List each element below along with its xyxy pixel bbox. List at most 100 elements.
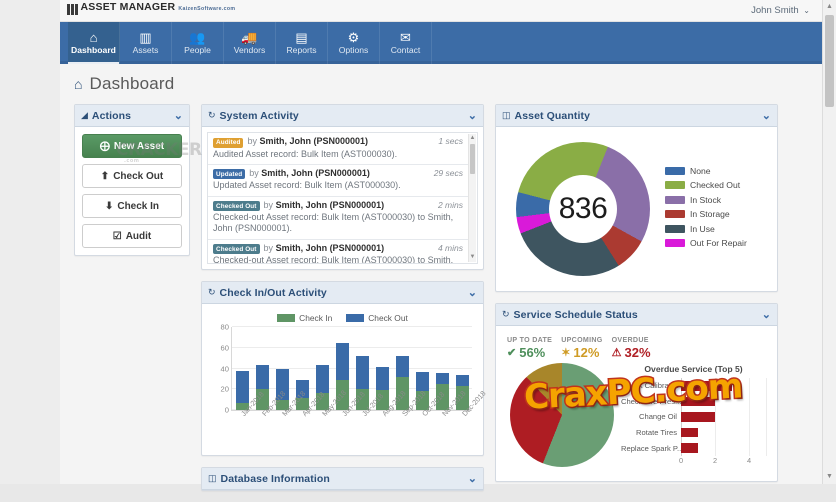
scroll-up-arrow[interactable]: ▲ (826, 3, 833, 10)
list-item[interactable]: Checked Out by Smith, John (PSN000001) 4… (208, 240, 468, 263)
bar-segment-check-out (355, 356, 369, 390)
panel-header[interactable]: ↻ System Activity ⌄ (202, 105, 483, 127)
legend-swatch (665, 181, 685, 189)
donut-center: 836 (549, 175, 617, 243)
bar (295, 327, 309, 410)
gridline: 80 (221, 323, 472, 332)
panel-header[interactable]: ◢ Actions ⌄ (75, 105, 189, 127)
status-badge: Updated (213, 169, 246, 180)
chevron-down-icon[interactable]: ⌄ (467, 110, 477, 122)
new-asset-button[interactable]: ⨁ New Asset (82, 134, 182, 158)
list-item[interactable]: Updated by Smith, John (PSN000001) 29 se… (208, 165, 468, 197)
button-label: Check Out (113, 170, 164, 182)
list-item[interactable]: Audited by Smith, John (PSN000001) 1 sec… (208, 133, 468, 165)
button-label: Audit (125, 230, 152, 242)
scrollbar-thumb[interactable] (825, 15, 834, 107)
bar-segment-check-out (295, 379, 309, 398)
panel-body: 836 None Checked Out In Stock In Storage In … (496, 127, 777, 291)
chevron-down-icon[interactable]: ⌄ (761, 110, 771, 122)
nav-item-vendors[interactable]: 🚚 Vendors (224, 22, 276, 64)
legend-item: In Storage (665, 209, 770, 219)
panel-asset-quantity: ◫ Asset Quantity ⌄ 836 (495, 104, 778, 292)
legend-label: Check Out (368, 313, 408, 323)
x-tick-label: 2 (712, 456, 718, 465)
chevron-down-icon[interactable]: ⌄ (761, 309, 771, 321)
chart-x-axis-labels: Jan-2018 Feb-2018 Mar-2018 Apr-2018 May-2018… (231, 388, 487, 447)
app-window: ASSET MANAGER KaizenSoftware.com John Sm… (60, 0, 822, 491)
gridline: 60 (221, 343, 472, 352)
chevron-down-icon[interactable]: ⌄ (467, 473, 477, 485)
panel-header[interactable]: ◫ Asset Quantity ⌄ (496, 105, 777, 127)
legend-label: In Use (690, 223, 715, 234)
nav-item-contact[interactable]: ✉ Contact (380, 22, 432, 64)
audit-button[interactable]: ☑ Audit (82, 224, 182, 248)
scroll-down-arrow[interactable]: ▼ (826, 473, 833, 480)
chevron-down-icon[interactable]: ⌄ (467, 287, 477, 299)
plus-circle-icon: ⨁ (99, 140, 110, 152)
nav-item-people[interactable]: 👥 People (172, 22, 224, 64)
gridline: 40 (221, 364, 472, 373)
bar-category-label: Rotate Tires (636, 428, 677, 438)
legend-swatch (665, 195, 685, 204)
chevron-down-icon: ⌄ (803, 6, 810, 15)
history-icon: ↻ (208, 110, 216, 120)
brand-subtitle: KaizenSoftware.com (178, 6, 236, 12)
bar-segment-check-in (335, 379, 349, 410)
bar (681, 381, 732, 391)
bar-segment-check-in (295, 397, 309, 410)
bar-segment-check-out (375, 367, 389, 391)
activity-list[interactable]: Audited by Smith, John (PSN000001) 1 sec… (207, 132, 478, 264)
y-tick-label: 80 (220, 322, 229, 332)
panel-title: Actions (91, 109, 132, 122)
panel-title: Service Schedule Status (513, 308, 638, 321)
check-in-icon: ⬇ (104, 200, 114, 212)
bar (681, 396, 715, 407)
bar (375, 327, 389, 410)
scroll-up-arrow[interactable]: ▲ (469, 135, 476, 141)
check-out-icon: ⬆ (100, 170, 110, 182)
bars-logo-icon (67, 4, 78, 15)
panel-body: UP TO DATE ✔ 56% UPCOMING ✶ 12% OVERDUE (496, 326, 777, 481)
nav-label: Reports (286, 45, 317, 55)
activity-scrollbar[interactable]: ▲ ▼ (468, 134, 476, 262)
legend-swatch (665, 210, 685, 218)
bar (681, 443, 698, 453)
panel-header[interactable]: ◫ Database Information ⌄ (202, 468, 483, 490)
panel-actions: ◢ Actions ⌄ ⨁ New Asset ⬆ Check Out (74, 104, 190, 256)
history-icon: ↻ (208, 287, 216, 297)
panel-header[interactable]: ↻ Check In/Out Activity ⌄ (202, 282, 483, 304)
building-icon: ▥ (139, 30, 152, 45)
nav-item-dashboard[interactable]: ⌂ Dashboard (68, 22, 120, 64)
status-label: UP TO DATE (507, 336, 553, 344)
legend-label: In Storage (690, 209, 730, 219)
bar-row: Check Tire Pres... (621, 394, 766, 410)
gear-icon: ⚙ (347, 30, 360, 45)
check-in-button[interactable]: ⬇ Check In (82, 194, 182, 218)
user-name: John Smith (751, 5, 799, 16)
scrollbar-thumb[interactable] (470, 144, 475, 174)
scroll-down-arrow[interactable]: ▼ (469, 254, 476, 260)
nav-item-options[interactable]: ⚙ Options (328, 22, 380, 64)
check-out-button[interactable]: ⬆ Check Out (82, 164, 182, 188)
panel-header[interactable]: ↻ Service Schedule Status ⌄ (496, 304, 777, 326)
panel-database-information: ◫ Database Information ⌄ (201, 467, 484, 491)
activity-user: Smith, John (PSN000001) (261, 167, 370, 178)
status-badge: Checked Out (213, 244, 260, 254)
status-label: UPCOMING (561, 336, 603, 344)
main-navigation: ⌂ Dashboard ▥ Assets 👥 People 🚚 Vendors … (60, 22, 822, 64)
page-scrollbar[interactable]: ▲ ▼ (822, 0, 836, 484)
activity-time: 29 secs (433, 167, 463, 178)
bar (395, 327, 409, 410)
list-item[interactable]: Checked Out by Smith, John (PSN000001) 2… (208, 197, 468, 240)
legend-item: Out For Repair (665, 238, 770, 248)
bar-track (681, 440, 766, 456)
chevron-down-icon[interactable]: ⌄ (173, 110, 183, 122)
status-label: OVERDUE (611, 336, 649, 344)
nav-item-assets[interactable]: ▥ Assets (120, 22, 172, 64)
legend-label: Out For Repair (690, 238, 747, 248)
activity-detail: Checked-out Asset record: Bulk Item (AST… (213, 212, 454, 234)
activity-time: 4 mins (437, 242, 463, 253)
user-menu[interactable]: John Smith ⌄ (751, 5, 810, 16)
asterisk-icon: ✶ (561, 347, 571, 359)
nav-item-reports[interactable]: ▤ Reports (276, 22, 328, 64)
